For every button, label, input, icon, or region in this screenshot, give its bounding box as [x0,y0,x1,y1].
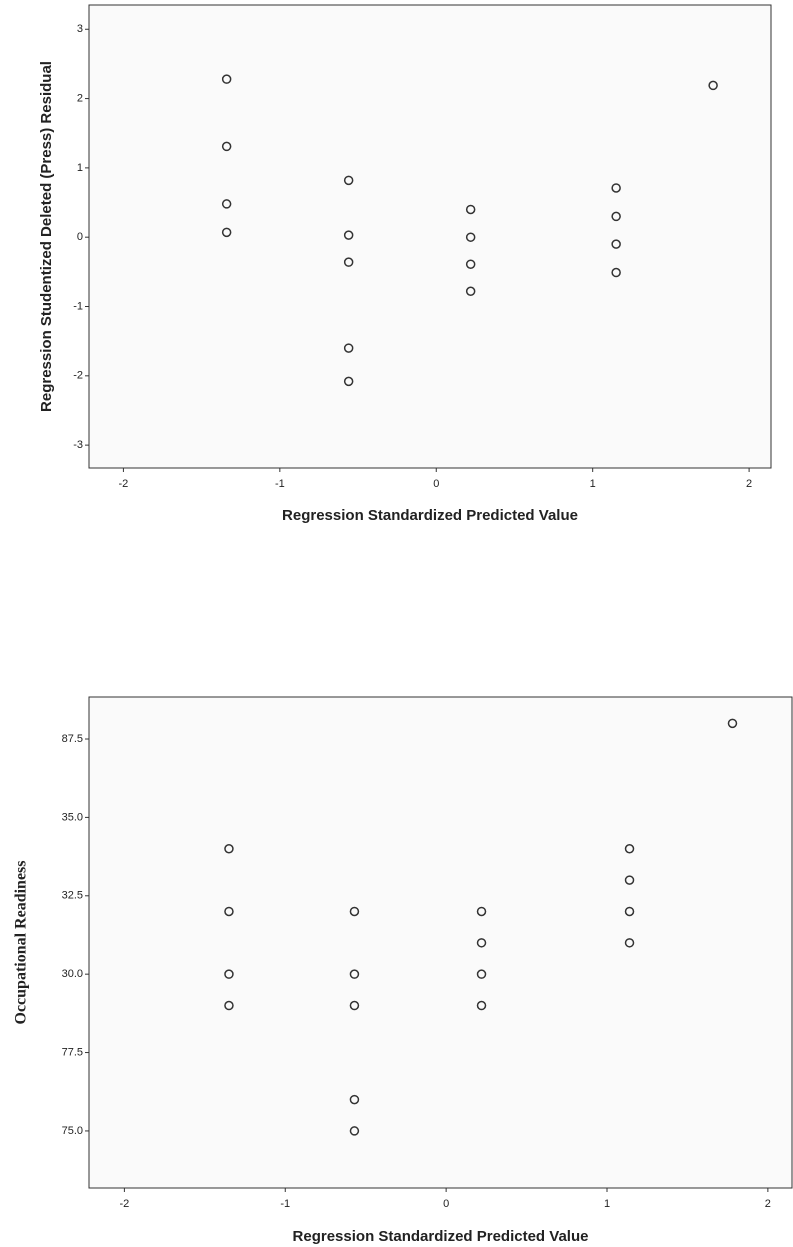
y-tick-label: 75.0 [62,1125,83,1137]
point [343,343,354,353]
point [343,230,354,240]
y-tick-label: 87.5 [62,733,83,745]
x-axis-title: Regression Standardized Predicted Value [282,507,578,524]
x-tick-label: 2 [765,1198,771,1210]
y-tick-label: 30.0 [62,968,83,980]
point [349,969,360,979]
point [465,259,476,269]
point [624,906,635,917]
point [224,844,234,854]
point [611,183,621,193]
point [611,239,621,249]
x-tick-label: -2 [119,478,129,490]
y-tick-label: 35.0 [62,811,83,823]
point [476,906,487,917]
point [465,286,476,297]
y-tick-label: 77.5 [62,1046,83,1058]
plot-area [88,4,772,469]
point [708,80,718,91]
point [221,199,232,209]
point [224,969,234,979]
y-tick-label: -2 [73,370,83,382]
point [349,1094,360,1105]
point [624,844,635,854]
point [224,906,234,917]
point [221,74,232,84]
x-tick-label: -2 [120,1198,130,1210]
y-tick-label: 3 [77,23,83,35]
y-tick-label: 2 [77,92,83,104]
x-tick-label: 0 [433,478,439,490]
point [611,211,621,222]
x-tick-label: 2 [746,478,752,490]
point [727,718,738,729]
point [611,267,621,278]
point [624,875,635,885]
x-tick-label: 1 [590,478,596,490]
y-axis-title: Regression Studentized Deleted (Press) R… [38,61,55,412]
point [221,227,232,238]
x-tick-label: -1 [275,478,285,490]
point [476,1000,487,1011]
point [349,906,360,917]
point [343,376,354,387]
point [476,938,487,948]
point [343,175,354,186]
point [624,938,635,948]
point [476,969,487,979]
y-tick-label: 0 [77,231,83,243]
y-tick-label: 1 [77,162,83,174]
point [465,204,476,215]
y-axis-title: Occupational Readiness [13,860,30,1024]
y-tick-label: 32.5 [62,890,83,902]
y-tick-label: -1 [73,300,83,312]
x-axis-title: Regression Standardized Predicted Value [293,1228,589,1245]
point [221,141,232,152]
point [343,257,354,267]
point [349,1000,360,1011]
x-tick-label: 1 [604,1198,610,1210]
y-tick-label: -3 [73,439,83,451]
point [224,1000,234,1011]
plot-area [88,696,793,1189]
point [465,232,476,242]
x-tick-label: 0 [443,1198,449,1210]
x-tick-label: -1 [280,1198,290,1210]
point [349,1126,360,1136]
